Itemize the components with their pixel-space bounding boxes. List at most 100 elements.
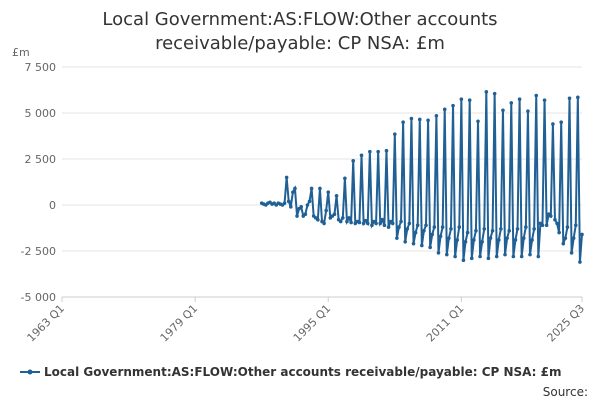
data-point	[326, 190, 331, 194]
source: Source:	[543, 385, 588, 399]
data-point	[357, 220, 362, 225]
data-point	[299, 205, 304, 209]
data-point	[459, 97, 464, 101]
data-point	[295, 214, 299, 218]
data-point	[544, 223, 549, 228]
data-point	[442, 107, 447, 112]
data-point	[422, 228, 426, 233]
data-point	[318, 186, 322, 191]
data-point	[390, 221, 395, 226]
data-point	[316, 217, 320, 222]
data-point	[395, 236, 399, 240]
data-point	[449, 227, 453, 231]
data-point	[293, 186, 297, 191]
data-point	[303, 212, 308, 216]
data-point	[434, 113, 439, 118]
data-point	[309, 186, 314, 191]
data-point	[401, 120, 405, 124]
data-point	[467, 98, 472, 102]
data-point	[521, 236, 526, 240]
y-tick-label: 2 500	[25, 153, 57, 166]
data-point	[351, 159, 356, 163]
data-point	[428, 245, 432, 250]
data-point	[565, 225, 570, 229]
data-point	[436, 251, 441, 255]
data-point	[490, 228, 495, 233]
chart-title: Local Government:AS:FLOW:Other accounts …	[102, 9, 498, 54]
data-point	[486, 256, 491, 261]
data-point	[289, 205, 293, 209]
data-point	[482, 227, 487, 231]
data-point	[457, 225, 462, 229]
data-point	[578, 260, 582, 264]
data-point	[374, 221, 378, 226]
data-point	[424, 223, 428, 228]
data-point	[349, 220, 353, 225]
data-point	[530, 238, 534, 242]
y-tick-label: 0	[49, 199, 56, 212]
data-point	[420, 243, 424, 248]
data-point	[341, 216, 345, 220]
data-point	[405, 227, 410, 231]
data-point	[465, 230, 470, 235]
data-point	[559, 120, 563, 124]
data-point	[365, 221, 370, 226]
data-point	[563, 236, 568, 240]
data-point	[343, 176, 347, 181]
data-point	[480, 240, 484, 244]
data-point	[382, 223, 387, 228]
data-point	[551, 122, 555, 126]
data-point	[542, 98, 547, 102]
data-point	[571, 236, 576, 240]
data-point	[534, 93, 539, 98]
data-point	[445, 252, 449, 257]
data-point	[463, 240, 468, 244]
legend-label: Local Government:AS:FLOW:Other accounts …	[44, 365, 562, 379]
data-point	[451, 103, 455, 108]
data-point	[332, 212, 337, 216]
data-point	[386, 225, 391, 229]
data-point	[476, 119, 480, 124]
data-point	[432, 225, 437, 229]
data-point	[526, 109, 530, 113]
data-point	[455, 238, 460, 242]
data-point	[553, 217, 557, 222]
data-point	[569, 251, 574, 255]
y-tick-label: -2 500	[21, 245, 56, 258]
data-point	[519, 254, 524, 259]
data-point	[492, 91, 497, 96]
data-point	[384, 148, 389, 153]
data-point	[409, 116, 414, 121]
y-tick-label: -5 000	[21, 291, 56, 304]
data-point	[557, 230, 561, 235]
data-point	[507, 228, 512, 233]
data-point	[415, 223, 420, 228]
data-point	[438, 234, 443, 239]
data-point	[291, 190, 295, 194]
data-point	[472, 238, 476, 242]
data-point	[334, 194, 339, 198]
data-point	[549, 214, 553, 218]
data-point	[440, 225, 445, 229]
data-point	[536, 254, 541, 259]
data-point	[363, 218, 368, 223]
data-point	[478, 254, 482, 259]
data-point	[347, 216, 351, 220]
data-point	[555, 221, 559, 226]
data-point	[286, 199, 291, 204]
data-point	[403, 240, 408, 244]
legend-marker	[27, 369, 33, 375]
data-point	[494, 254, 499, 259]
data-point	[426, 118, 430, 123]
data-point	[430, 232, 435, 237]
x-tick-label: 1995 Q1	[291, 302, 334, 345]
data-point	[359, 153, 364, 158]
data-point	[573, 223, 578, 228]
data-line	[261, 91, 583, 263]
data-point	[484, 90, 489, 94]
data-point	[345, 219, 349, 224]
x-tick-label: 2025 Q3	[545, 302, 588, 345]
data-point	[307, 199, 312, 204]
data-point	[580, 232, 584, 237]
